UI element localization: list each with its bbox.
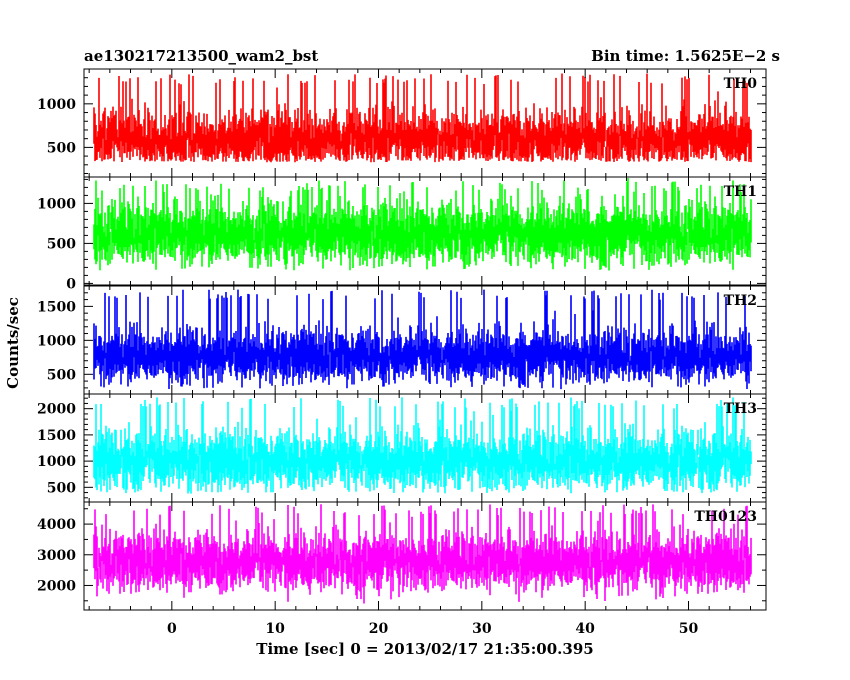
- y-axis-label: Counts/sec: [4, 297, 22, 389]
- y-tick-label: 1000: [37, 333, 76, 349]
- y-tick-label: 500: [47, 367, 76, 383]
- series-line-th0123: [93, 504, 752, 604]
- panel-frame: [83, 501, 767, 611]
- panel-label-th0: TH0: [724, 76, 758, 92]
- x-tick-label: 50: [679, 621, 699, 637]
- series-line-th2: [93, 289, 752, 390]
- panel-stack: 500 1000 TH0 0 500 1000 TH1 500 1000 1500 TH2 500 10…: [37, 68, 767, 611]
- y-tick-label: 500: [47, 236, 76, 252]
- x-tick-label: 20: [369, 621, 389, 637]
- panel-th0: 500 1000 TH0: [37, 68, 767, 178]
- y-tick-label: 3000: [37, 548, 76, 564]
- y-tick-label: 2000: [37, 578, 76, 594]
- y-tick-label: 2000: [37, 402, 76, 418]
- y-tick-label: 500: [47, 480, 76, 496]
- y-tick-label: 1500: [37, 299, 76, 315]
- series-line-th0: [93, 73, 752, 163]
- panel-label-th0123: TH0123: [694, 509, 757, 525]
- panel-th1: 0 500 1000 TH1: [37, 176, 767, 292]
- x-tick-label: 0: [167, 621, 177, 637]
- x-tick-label: 30: [472, 621, 492, 637]
- panel-th2: 500 1000 1500 TH2: [37, 285, 767, 395]
- panel-label-th3: TH3: [724, 401, 757, 417]
- y-tick-label: 1000: [37, 454, 76, 470]
- series-line-th3: [93, 397, 752, 494]
- panel-label-th2: TH2: [724, 293, 757, 309]
- series-line-th1: [93, 178, 752, 271]
- x-tick-label: 40: [575, 621, 595, 637]
- panel-th0123: 2000 3000 4000 TH0123: [37, 501, 767, 611]
- panel-th3: 500 1000 1500 2000 TH3: [37, 393, 767, 503]
- bin-time-label: Bin time: 1.5625E−2 s: [591, 47, 780, 65]
- panel-label-th1: TH1: [724, 184, 757, 200]
- y-tick-label: 0: [66, 276, 76, 292]
- x-tick-labels: 0 10 20 30 40 50: [167, 621, 699, 637]
- x-tick-label: 10: [265, 621, 285, 637]
- panel-frame: [83, 176, 767, 286]
- y-tick-label: 4000: [37, 517, 76, 533]
- x-axis-label: Time [sec] 0 = 2013/02/17 21:35:00.395: [256, 640, 593, 658]
- y-tick-label: 500: [47, 140, 76, 156]
- chart-title: ae130217213500_wam2_bst: [84, 47, 318, 65]
- y-tick-label: 1500: [37, 428, 76, 444]
- y-tick-label: 1000: [37, 97, 76, 113]
- y-tick-label: 1000: [37, 196, 76, 212]
